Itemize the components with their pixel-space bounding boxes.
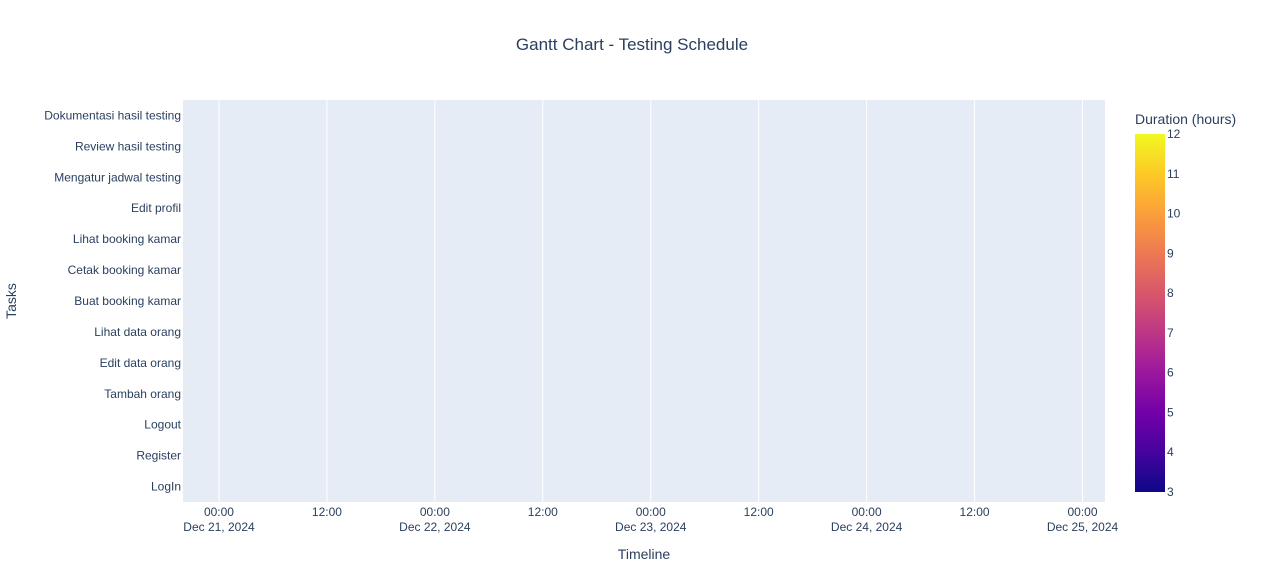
x-axis-title: Timeline (618, 546, 671, 562)
colorbar-tick-label: 4 (1167, 445, 1174, 459)
x-tick-label: 00:00 (420, 505, 450, 519)
y-axis-title: Tasks (3, 283, 19, 319)
colorbar-tick-label: 8 (1167, 286, 1174, 300)
y-tick-label: Lihat data orang (94, 325, 181, 339)
colorbar-tick-label: 9 (1167, 246, 1174, 260)
y-tick-label: Tambah orang (104, 387, 181, 401)
y-tick-label: Review hasil testing (75, 139, 181, 153)
y-tick-label: Logout (144, 418, 181, 432)
x-tick-label: 12:00 (744, 505, 774, 519)
y-tick-label: LogIn (151, 480, 181, 494)
y-tick-label: Dokumentasi hasil testing (44, 108, 181, 122)
colorbar-title: Duration (hours) (1135, 111, 1236, 127)
y-axis-ticks: LogIn Register Logout Tambah orang Edit data… (44, 108, 181, 493)
x-tick-date: Dec 25, 2024 (1047, 520, 1119, 534)
chart-title: Gantt Chart - Testing Schedule (516, 35, 748, 54)
colorbar-tick-label: 7 (1167, 326, 1174, 340)
x-tick-label: 12:00 (528, 505, 558, 519)
x-tick-label: 00:00 (204, 505, 234, 519)
colorbar-tick-label: 5 (1167, 405, 1174, 419)
y-tick-label: Edit profil (131, 201, 181, 215)
colorbar (1135, 134, 1165, 492)
colorbar-ticks: 3 4 5 6 7 8 9 10 11 12 (1167, 127, 1181, 499)
x-tick-label: 12:00 (960, 505, 990, 519)
colorbar-tick-label: 12 (1167, 127, 1181, 141)
x-tick-date: Dec 24, 2024 (831, 520, 903, 534)
colorbar-tick-label: 10 (1167, 207, 1181, 221)
y-tick-label: Mengatur jadwal testing (54, 170, 181, 184)
x-tick-label: 00:00 (636, 505, 666, 519)
x-tick-date: Dec 21, 2024 (183, 520, 255, 534)
x-tick-date: Dec 22, 2024 (399, 520, 471, 534)
colorbar-tick-label: 3 (1167, 485, 1174, 499)
y-tick-label: Cetak booking kamar (68, 263, 181, 277)
y-tick-label: Edit data orang (100, 356, 181, 370)
x-tick-label: 00:00 (1067, 505, 1097, 519)
colorbar-tick-label: 6 (1167, 366, 1174, 380)
y-tick-label: Register (136, 449, 181, 463)
plot-area (183, 100, 1105, 502)
colorbar-tick-label: 11 (1167, 167, 1180, 181)
x-tick-label: 12:00 (312, 505, 342, 519)
y-tick-label: Buat booking kamar (74, 294, 181, 308)
x-gridlines (218, 100, 1084, 502)
x-tick-label: 00:00 (852, 505, 882, 519)
y-tick-label: Lihat booking kamar (73, 232, 181, 246)
x-tick-date: Dec 23, 2024 (615, 520, 687, 534)
